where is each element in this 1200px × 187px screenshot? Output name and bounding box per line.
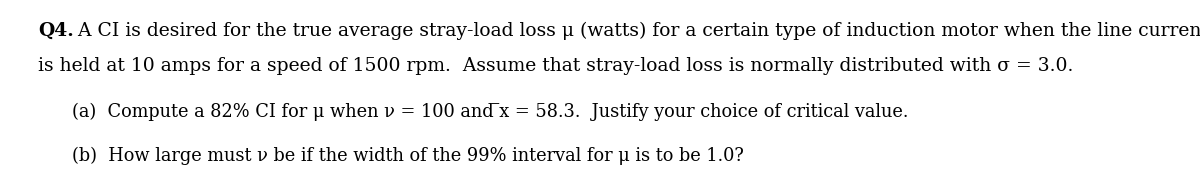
Text: A CI is desired for the true average stray-load loss μ (watts) for a certain typ: A CI is desired for the true average str… bbox=[72, 22, 1200, 40]
Text: is held at 10 amps for a speed of 1500 rpm.  Assume that stray-load loss is norm: is held at 10 amps for a speed of 1500 r… bbox=[38, 57, 1073, 75]
Text: Q4.: Q4. bbox=[38, 22, 73, 40]
Text: (b)  How large must ν be if the width of the 99% interval for μ is to be 1.0?: (b) How large must ν be if the width of … bbox=[72, 147, 744, 165]
Text: (a)  Compute a 82% CI for μ when ν = 100 and ̅x = 58.3.  Justify your choice of : (a) Compute a 82% CI for μ when ν = 100 … bbox=[72, 103, 908, 121]
